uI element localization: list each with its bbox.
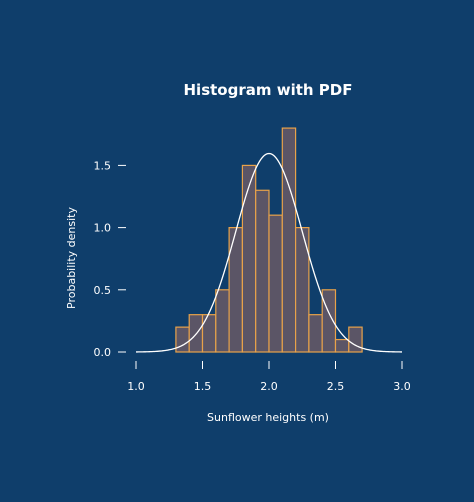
histogram-bar bbox=[241, 164, 257, 353]
histogram-bar bbox=[348, 326, 363, 353]
histogram-bar bbox=[215, 289, 230, 353]
histogram-bar bbox=[295, 227, 310, 353]
x-axis: 1.0 1.5 2.0 2.5 3.0 bbox=[127, 361, 411, 393]
histogram-bar bbox=[268, 214, 283, 353]
y-axis: 0.0 0.5 1.0 1.5 bbox=[94, 159, 126, 359]
y-tick-label: 1.0 bbox=[94, 222, 112, 235]
pdf-curve-layer bbox=[135, 152, 403, 353]
y-tick-label: 0.0 bbox=[94, 346, 112, 359]
pdf-curve bbox=[135, 152, 403, 353]
histogram-bar bbox=[334, 338, 350, 353]
histogram-bar bbox=[255, 189, 270, 353]
chart-title: Histogram with PDF bbox=[184, 81, 353, 99]
x-tick-label: 2.5 bbox=[327, 380, 345, 393]
y-tick-label: 0.5 bbox=[94, 284, 112, 297]
x-tick-label: 2.0 bbox=[260, 380, 278, 393]
histogram-bars bbox=[175, 127, 363, 353]
y-tick-label: 1.5 bbox=[94, 159, 112, 172]
histogram-bar bbox=[201, 314, 217, 353]
y-axis-label: Probability density bbox=[65, 207, 78, 309]
x-tick-label: 1.0 bbox=[127, 380, 145, 393]
histogram-bar bbox=[308, 314, 323, 353]
x-axis-label: Sunflower heights (m) bbox=[207, 411, 329, 424]
histogram-bar bbox=[175, 326, 190, 353]
histogram-bar bbox=[281, 127, 297, 353]
x-tick-label: 3.0 bbox=[393, 380, 411, 393]
x-tick-label: 1.5 bbox=[194, 380, 212, 393]
